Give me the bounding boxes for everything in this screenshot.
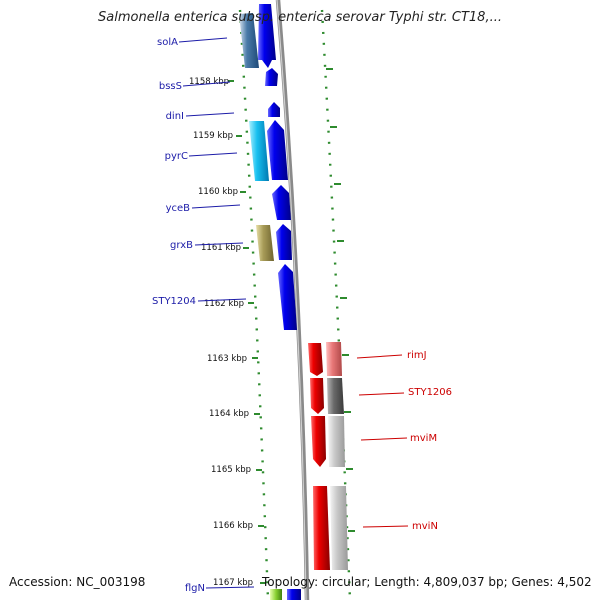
tick-mark	[252, 357, 258, 359]
label-line-flgN	[205, 586, 255, 589]
tick-label: 1162 kbp	[204, 299, 244, 309]
gene-feature-mviN[interactable]	[330, 486, 348, 570]
gene-feature-rimJ[interactable]	[326, 342, 342, 376]
gene-arrow-mviN[interactable]	[313, 486, 330, 570]
right-tick-marks	[326, 68, 355, 532]
tick-label: 1165 kbp	[211, 465, 251, 475]
label-line-solA	[178, 37, 228, 43]
genome-backbone	[275, 0, 310, 601]
label-line-rimJ	[356, 354, 403, 359]
left-gene-labels: solA bssS dinI pyrC yceB grxB STY1204 fl…	[152, 37, 205, 594]
tick-label: 1160 kbp	[198, 187, 238, 197]
forward-strand-genes	[258, 4, 301, 600]
tick-label: 1167 kbp	[213, 578, 253, 588]
tick-mark	[348, 530, 355, 532]
genome-backbone-highlight	[276, 0, 307, 601]
gene-arrow-pyrC[interactable]	[267, 120, 288, 180]
label-line-dinI	[185, 112, 235, 117]
genome-summary: Topology: circular; Length: 4,809,037 bp…	[262, 575, 592, 589]
label-line-bssS	[182, 81, 231, 87]
tick-mark	[256, 469, 262, 471]
label-line-yceB	[191, 204, 241, 209]
tick-mark	[342, 354, 349, 356]
tick-label: 1166 kbp	[213, 521, 253, 531]
left-outer-dotted-track	[238, 9, 270, 601]
gene-arrow-STY1204[interactable]	[278, 264, 297, 330]
gene-feature-mviM[interactable]	[328, 416, 345, 467]
gene-arrow-bssS[interactable]	[265, 68, 278, 86]
gene-feature-pyrC[interactable]	[249, 121, 269, 181]
label-line-mviM	[360, 437, 408, 441]
tick-mark	[258, 525, 264, 527]
gene-label-pyrC[interactable]: pyrC	[165, 151, 188, 162]
label-line-STY1206	[358, 392, 405, 396]
gene-arrow-mviM[interactable]	[311, 416, 326, 467]
gene-label-flgN[interactable]: flgN	[185, 583, 205, 594]
tick-label: 1164 kbp	[209, 409, 249, 419]
gene-arrow-STY1206[interactable]	[310, 378, 324, 414]
tick-label: 1161 kbp	[201, 243, 241, 253]
bottom-features	[270, 589, 282, 600]
gene-arrow-yceB[interactable]	[272, 185, 291, 220]
gene-label-yceB[interactable]: yceB	[166, 203, 191, 214]
tick-mark	[326, 68, 333, 70]
gene-label-mviN[interactable]: mviN	[412, 521, 438, 532]
tick-label: 1163 kbp	[207, 354, 247, 364]
gene-label-STY1206[interactable]: STY1206	[408, 387, 452, 398]
gene-feature-flgN[interactable]	[270, 589, 282, 600]
gene-label-mviM[interactable]: mviM	[410, 433, 437, 444]
label-line-grxB	[194, 242, 244, 246]
reverse-strand-genes	[308, 343, 330, 570]
gene-arrow-dinI[interactable]	[268, 102, 280, 117]
tick-mark	[340, 297, 347, 299]
gene-label-bssS[interactable]: bssS	[159, 81, 182, 92]
label-line-mviN	[362, 525, 409, 528]
tick-mark	[228, 80, 234, 82]
label-line-STY1204	[197, 298, 247, 302]
gene-label-grxB[interactable]: grxB	[170, 240, 193, 251]
accession-label: Accession: NC_003198	[9, 575, 146, 589]
tick-mark	[236, 135, 242, 137]
tick-mark	[243, 247, 249, 249]
left-feature-track	[239, 13, 274, 261]
tick-mark	[334, 183, 341, 185]
gene-arrow-flgN[interactable]	[287, 589, 301, 600]
tick-marks	[228, 80, 266, 584]
gene-arrow-grxB[interactable]	[276, 224, 292, 260]
right-label-lines	[356, 354, 409, 528]
tick-label: 1158 kbp	[189, 77, 229, 87]
tick-mark	[248, 302, 254, 304]
map-title: Salmonella enterica subsp. enterica sero…	[98, 10, 502, 25]
tick-mark	[254, 413, 260, 415]
gene-feature-STY1206[interactable]	[327, 378, 344, 414]
tick-mark	[346, 468, 353, 470]
gene-feature-solA[interactable]	[239, 13, 259, 68]
label-line-pyrC	[188, 152, 238, 157]
tick-mark	[330, 126, 337, 128]
tick-mark	[344, 411, 351, 413]
gene-feature-grxB[interactable]	[256, 225, 274, 261]
right-feature-track	[326, 342, 348, 570]
gene-label-solA[interactable]: solA	[157, 37, 178, 48]
right-gene-labels: rimJ STY1206 mviM mviN	[407, 350, 452, 532]
tick-mark	[337, 240, 344, 242]
gene-arrow-rimJ[interactable]	[308, 343, 323, 376]
left-label-lines	[178, 37, 255, 589]
tick-mark	[260, 582, 266, 584]
gene-label-STY1204[interactable]: STY1204	[152, 296, 196, 307]
gene-arrow-solA[interactable]	[258, 4, 276, 68]
tick-labels: 1158 kbp 1159 kbp 1160 kbp 1161 kbp 1162…	[189, 77, 253, 588]
tick-mark	[240, 191, 246, 193]
gene-label-dinI[interactable]: dinI	[166, 111, 184, 122]
tick-label: 1159 kbp	[193, 131, 233, 141]
gene-label-rimJ[interactable]: rimJ	[407, 350, 427, 361]
